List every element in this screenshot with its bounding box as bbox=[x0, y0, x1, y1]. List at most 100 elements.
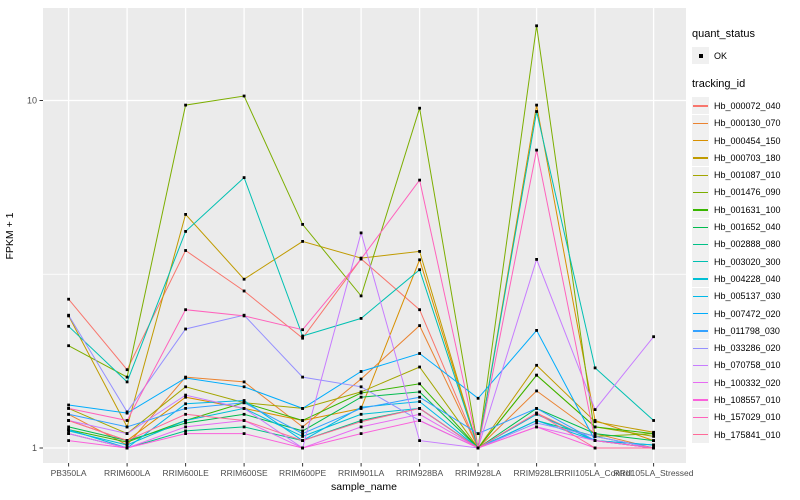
legend-item-label: Hb_100332_020 bbox=[714, 377, 781, 388]
data-point bbox=[125, 439, 129, 442]
data-point bbox=[125, 368, 129, 372]
color-line-icon bbox=[693, 140, 708, 142]
data-point bbox=[418, 106, 421, 110]
data-point bbox=[67, 313, 70, 317]
color-key-swatch bbox=[692, 391, 709, 409]
data-point bbox=[184, 308, 187, 312]
data-point bbox=[359, 412, 363, 416]
x-tick-label: RRII105LA_Stressed bbox=[614, 468, 694, 478]
axes: 1 10 PB350LA RRIM600LA RRIM600LE RRIM600SE RRI… bbox=[27, 96, 694, 479]
data-point bbox=[301, 425, 304, 429]
data-point bbox=[67, 425, 70, 429]
data-point bbox=[359, 432, 363, 435]
color-line-icon bbox=[693, 243, 708, 246]
data-point bbox=[359, 425, 363, 429]
color-line-icon bbox=[693, 191, 708, 194]
legend-item-label: Hb_001652_040 bbox=[714, 222, 781, 233]
data-point bbox=[125, 375, 129, 379]
legend-item-Hb_004228_040: Hb_004228_040 bbox=[692, 270, 798, 288]
data-point bbox=[535, 363, 538, 367]
y-tick-label: 10 bbox=[27, 96, 37, 106]
color-line-icon bbox=[693, 330, 708, 332]
color-key-swatch bbox=[692, 270, 709, 288]
x-tick-label: RRIM600PE bbox=[279, 468, 327, 478]
data-point bbox=[242, 432, 246, 435]
data-point bbox=[184, 412, 187, 416]
data-point bbox=[67, 428, 70, 431]
data-point bbox=[242, 176, 246, 179]
legend-item-label: Hb_003020_300 bbox=[714, 256, 781, 267]
data-point bbox=[418, 352, 421, 355]
data-point bbox=[242, 277, 246, 281]
data-point bbox=[184, 407, 187, 410]
data-point bbox=[242, 399, 246, 402]
data-point bbox=[184, 395, 187, 399]
data-point bbox=[242, 314, 246, 318]
legend-item-Hb_000072_040: Hb_000072_040 bbox=[692, 97, 798, 115]
x-tick-label: RRII105LA_Control bbox=[558, 468, 632, 478]
data-point bbox=[301, 334, 304, 338]
legend-item-Hb_001087_010: Hb_001087_010 bbox=[692, 166, 798, 184]
data-point bbox=[301, 375, 304, 379]
data-point bbox=[535, 24, 538, 28]
data-point bbox=[476, 396, 480, 400]
data-point bbox=[593, 432, 597, 435]
data-point bbox=[125, 446, 129, 450]
data-point bbox=[301, 419, 304, 422]
x-tick-label: RRIM600SE bbox=[220, 468, 268, 478]
data-point bbox=[418, 412, 421, 416]
data-point bbox=[184, 425, 187, 429]
point-glyph-icon bbox=[698, 53, 703, 58]
color-key-swatch bbox=[692, 114, 709, 132]
data-point bbox=[184, 376, 187, 380]
data-point bbox=[125, 440, 129, 444]
data-point bbox=[652, 335, 655, 339]
color-key-swatch bbox=[692, 201, 709, 219]
data-point bbox=[67, 439, 70, 442]
data-points bbox=[67, 24, 655, 450]
x-tick-label: RRIM928LA bbox=[455, 468, 502, 478]
color-key-swatch bbox=[692, 322, 709, 340]
legend-item-label: Hb_000454_150 bbox=[714, 135, 781, 146]
data-point bbox=[242, 94, 246, 98]
data-point bbox=[242, 385, 246, 389]
data-point bbox=[125, 425, 129, 429]
legend-item-Hb_000703_180: Hb_000703_180 bbox=[692, 149, 798, 167]
color-key-swatch bbox=[692, 97, 709, 115]
data-point bbox=[359, 370, 363, 373]
data-point bbox=[652, 432, 655, 435]
data-point bbox=[301, 240, 304, 243]
x-axis-title: sample_name bbox=[331, 481, 397, 493]
legend-item-Hb_108557_010: Hb_108557_010 bbox=[692, 391, 798, 409]
data-point bbox=[242, 289, 246, 293]
data-point bbox=[359, 231, 363, 235]
data-point bbox=[301, 223, 304, 226]
color-line-icon bbox=[693, 157, 708, 159]
data-point bbox=[184, 385, 187, 389]
data-point bbox=[301, 429, 304, 433]
x-tick-label: RRIM928LE bbox=[513, 468, 560, 478]
legend-item-label: Hb_033286_020 bbox=[714, 343, 781, 354]
legend-item-label: Hb_001631_100 bbox=[714, 204, 781, 215]
legend-item-label: Hb_000072_040 bbox=[714, 100, 781, 111]
color-line-icon bbox=[693, 382, 708, 384]
y-tick-label: 1 bbox=[32, 443, 37, 453]
data-point bbox=[125, 443, 129, 447]
data-point bbox=[418, 400, 421, 403]
data-point bbox=[125, 419, 129, 422]
data-point bbox=[535, 425, 538, 429]
color-line-icon bbox=[693, 313, 708, 315]
data-point bbox=[418, 250, 421, 253]
y-axis-title: FPKM + 1 bbox=[4, 212, 16, 259]
data-point bbox=[593, 439, 597, 442]
data-point bbox=[184, 103, 187, 107]
x-tick-label: RRIM600LE bbox=[162, 468, 209, 478]
data-point bbox=[593, 366, 597, 370]
data-point bbox=[535, 419, 538, 422]
color-key-swatch bbox=[692, 132, 709, 150]
data-point bbox=[242, 380, 246, 384]
color-line-icon bbox=[693, 174, 708, 176]
legend-item-label: Hb_011798_030 bbox=[714, 325, 780, 336]
legend-item-Hb_033286_020: Hb_033286_020 bbox=[692, 339, 798, 357]
